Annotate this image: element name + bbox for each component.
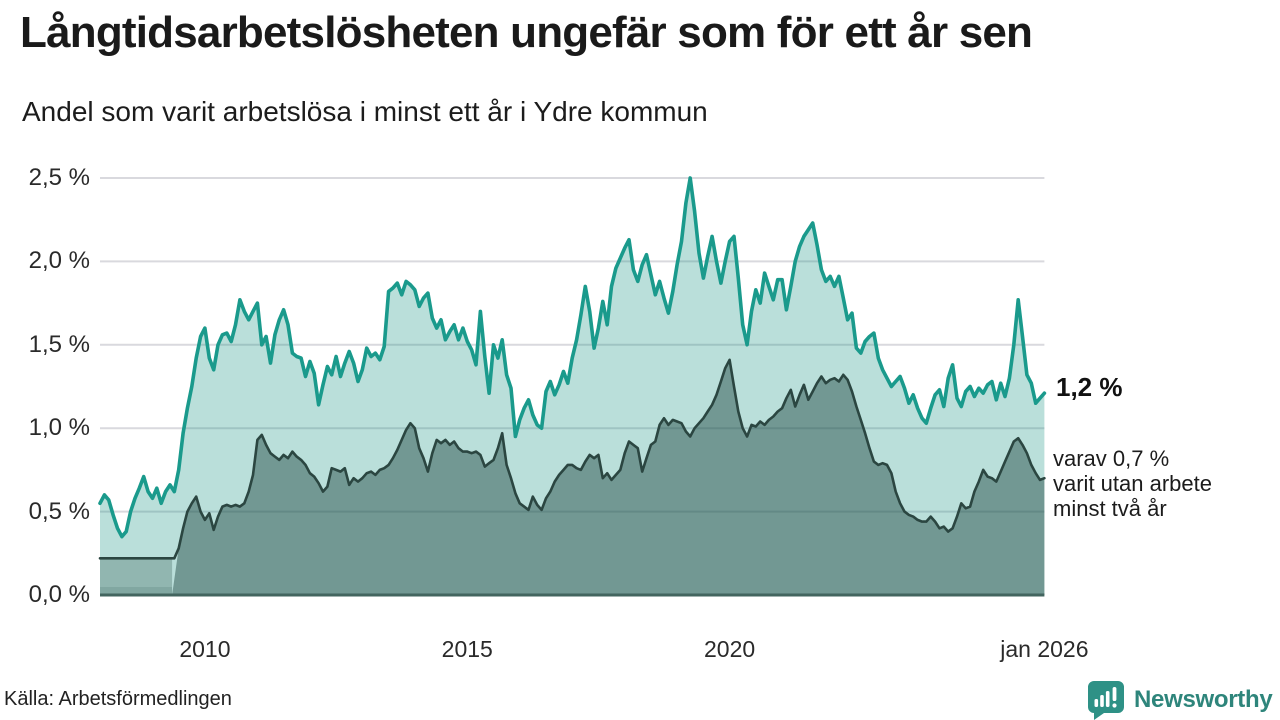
chart-plot xyxy=(98,176,1047,597)
chart-title: Långtidsarbetslösheten ungefär som för e… xyxy=(20,8,1033,57)
y-axis-label: 2,5 % xyxy=(28,164,90,191)
newsworthy-wordmark: Newsworthy xyxy=(1134,686,1273,713)
chart-subtitle: Andel som varit arbetslösa i minst ett å… xyxy=(22,96,708,127)
one-year-line xyxy=(98,176,1047,539)
y-axis-label: 2,0 % xyxy=(28,247,90,275)
two-year-annotation-line: varav 0,7 % xyxy=(1053,446,1170,471)
x-axis-label: jan 2026 xyxy=(1000,636,1089,662)
two-year-annotation-line: minst två år xyxy=(1053,496,1167,521)
two-year-annotation: varav 0,7 % varit utan arbete minst två … xyxy=(1053,446,1212,521)
y-axis-label: 0,5 % xyxy=(28,497,90,525)
two-year-area-early-base xyxy=(100,587,173,595)
y-axis-label: 1,0 % xyxy=(28,414,90,442)
two-year-annotation-line: varit utan arbete xyxy=(1053,471,1212,496)
y-axis-label: 0,0 % xyxy=(28,581,90,608)
y-axis-label: 1,5 % xyxy=(28,330,90,358)
newsworthy-logo: Newsworthy xyxy=(1087,680,1273,720)
latest-value-label: 1,2 % xyxy=(1056,372,1123,402)
one-year-area xyxy=(100,178,1045,595)
x-axis-label: 2010 xyxy=(179,636,231,662)
newsworthy-icon xyxy=(1088,681,1124,720)
two-year-area-early xyxy=(100,558,173,595)
source-label: Källa: Arbetsförmedlingen xyxy=(4,688,232,710)
x-axis-label: 2020 xyxy=(704,636,756,662)
x-axis-label: 2015 xyxy=(441,636,493,662)
two-year-line xyxy=(98,358,1046,560)
two-year-area xyxy=(172,359,1045,595)
